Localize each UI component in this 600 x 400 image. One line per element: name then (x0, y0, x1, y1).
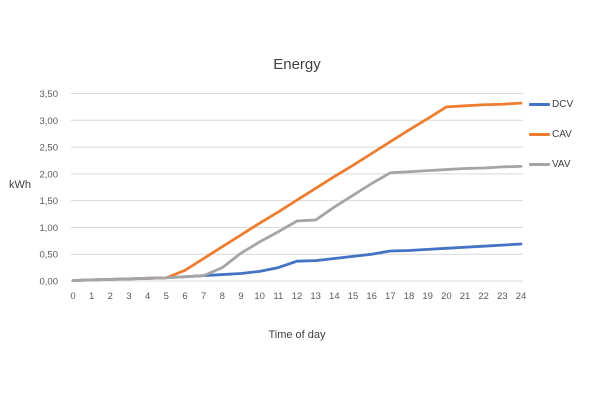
vav-line-swatch-icon (529, 162, 550, 166)
x-tick-label: 13 (310, 291, 321, 302)
x-tick-label: 21 (460, 291, 471, 302)
y-tick-label: 2,00 (40, 169, 59, 180)
x-tick-label: 18 (404, 291, 415, 302)
x-tick-label: 15 (348, 291, 359, 302)
x-tick-label: 14 (329, 291, 340, 302)
y-tick-label: 3,00 (40, 116, 59, 127)
x-tick-label: 8 (220, 291, 225, 302)
dcv-line-swatch-icon (529, 102, 550, 106)
legend-label-cav: CAV (552, 128, 572, 140)
legend: DCV CAV VAV (529, 89, 573, 179)
y-tick-label: 2,50 (40, 143, 59, 154)
x-tick-label: 4 (145, 291, 150, 302)
x-tick-label: 2 (108, 291, 113, 302)
x-tick-label: 24 (516, 291, 527, 302)
x-tick-label: 6 (182, 291, 187, 302)
legend-item-cav: CAV (529, 119, 573, 149)
legend-label-dcv: DCV (552, 98, 574, 110)
x-tick-label: 22 (478, 291, 489, 302)
x-tick-label: 1 (89, 291, 94, 302)
y-tick-label: 0,50 (40, 250, 59, 261)
x-tick-label: 20 (441, 291, 452, 302)
x-tick-label: 0 (70, 291, 75, 302)
cav-line-swatch-icon (529, 132, 550, 136)
x-tick-label: 12 (292, 291, 303, 302)
x-tick-label: 3 (126, 291, 131, 302)
x-tick-label: 7 (201, 291, 206, 302)
chart-title: Energy (273, 56, 321, 73)
x-tick-label: 10 (254, 291, 265, 302)
series-line-vav (71, 164, 523, 282)
x-axis-title: Time of day (268, 329, 326, 341)
legend-item-vav: VAV (529, 149, 573, 179)
x-tick-label: 19 (422, 291, 433, 302)
y-tick-label: 0,00 (40, 277, 59, 288)
x-tick-label: 16 (366, 291, 377, 302)
series-line-dcv (71, 242, 523, 282)
y-tick-label: 1,00 (40, 223, 59, 234)
x-tick-label: 23 (497, 291, 508, 302)
y-tick-label: 1,50 (40, 196, 59, 207)
legend-label-vav: VAV (552, 158, 571, 170)
legend-item-dcv: DCV (529, 89, 573, 119)
y-tick-label: 3,50 (40, 89, 59, 100)
x-tick-label: 5 (164, 291, 169, 302)
x-tick-label: 17 (385, 291, 396, 302)
x-tick-label: 11 (273, 291, 283, 302)
x-tick-label: 9 (238, 291, 243, 302)
y-axis-title: kWh (9, 179, 31, 191)
